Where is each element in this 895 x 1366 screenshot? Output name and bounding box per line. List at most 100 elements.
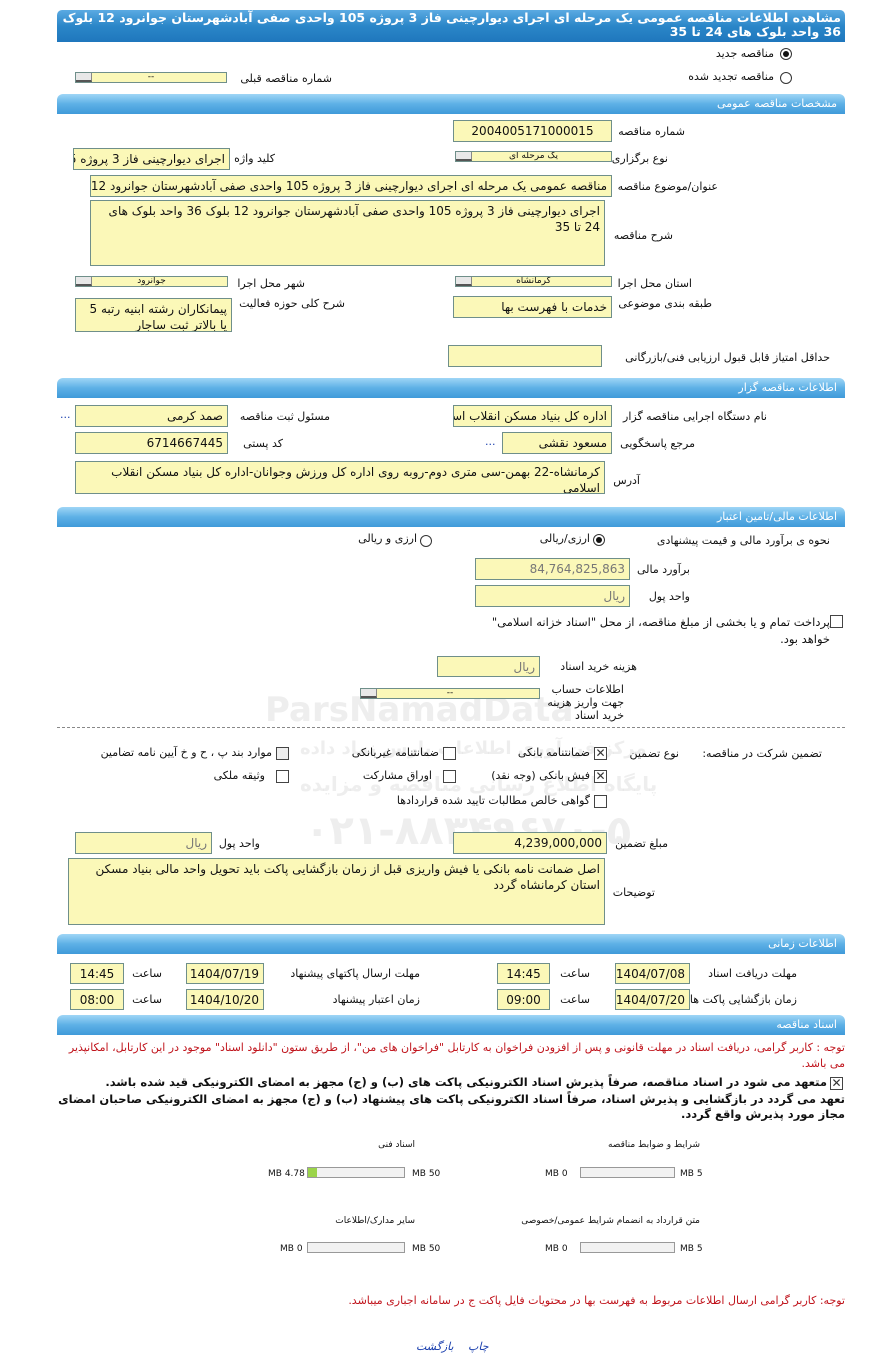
guarantee-notes-field: اصل ضمانت نامه بانکی یا فیش واریزی قبل ا… [68, 858, 605, 925]
new-tender-label: مناقصه جدید [715, 47, 774, 60]
treasury-text: پرداخت تمام و یا بخشی از مبلغ مناقصه، از… [491, 615, 830, 646]
file-label: اسناد فنی [378, 1140, 415, 1150]
doc-fee-field: ریال [437, 656, 540, 677]
holding-type-value: یک مرحله ای [509, 151, 558, 161]
guarantee-option: گواهی خالص مطالبات تایید شده قراردادها [396, 794, 590, 807]
section-organizer: اطلاعات مناقصه گزار [57, 378, 845, 398]
category-label: طبقه بندی موضوعی [618, 297, 712, 310]
currency-field: ریال [475, 585, 630, 607]
time-label: ساعت [132, 993, 162, 1006]
keyword-field: اجرای دیوارچینی فاز 3 پروژه 5 [73, 148, 230, 170]
prev-tender-select[interactable]: -- [75, 72, 227, 83]
tender-number-label: شماره مناقصه [618, 125, 685, 138]
province-value: کرمانشاه [516, 276, 551, 286]
new-tender-radio[interactable] [780, 48, 792, 60]
guarantee-option: موارد بند پ ، ح و خ آیین نامه تضامین [100, 746, 272, 759]
validity-label: زمان اعتبار پیشنهاد [332, 993, 420, 1006]
commitment-2: تعهد می گردد در بازگشایی و پذیرش اسناد، … [58, 1092, 845, 1121]
renewed-tender-radio[interactable] [780, 72, 792, 84]
account-select[interactable]: -- [360, 688, 540, 699]
city-value: جوانرود [137, 276, 166, 286]
opening-time: 09:00 [497, 989, 550, 1010]
opening-date: 1404/07/20 [615, 989, 690, 1010]
reference-field: مسعود نقشی [502, 432, 612, 454]
method-radio-1[interactable] [593, 534, 605, 546]
section-documents: اسناد مناقصه [57, 1015, 845, 1035]
doc-fee-label: هزینه خرید اسناد [560, 660, 637, 673]
guarantee-option: ضمانتنامه غیربانکی [351, 746, 439, 759]
address-label: آدرس [613, 474, 640, 487]
guarantee-type-label: نوع تضمین [629, 747, 679, 760]
file-used: 0 MB [545, 1169, 568, 1179]
file-label: متن قرارداد به انضمام شرایط عمومی/خصوصی [521, 1216, 700, 1226]
guarantee-checkbox[interactable]: ✕ [594, 769, 607, 783]
responsible-more-link[interactable]: ... [60, 408, 71, 421]
doc-deadline-date: 1404/07/08 [615, 963, 690, 984]
description-field: اجرای دیوارچینی فاز 3 پروژه 105 واحدی صف… [90, 200, 605, 266]
guarantee-checkbox[interactable]: ✕ [594, 746, 607, 760]
min-score-label: حداقل امتیاز قابل قبول ارزیابی فنی/بازرگ… [625, 351, 830, 364]
section-general: مشخصات مناقصه عمومی [57, 94, 845, 114]
file-max: 5 MB [680, 1244, 703, 1254]
validity-date: 1404/10/20 [186, 989, 264, 1010]
guarantee-checkbox[interactable] [276, 770, 289, 783]
print-link[interactable]: چاپ [468, 1340, 489, 1353]
doc-deadline-time: 14:45 [497, 963, 550, 984]
city-select[interactable]: جوانرود [75, 276, 228, 287]
guarantee-notes-label: توضیحات [612, 886, 655, 899]
city-label: شهر محل اجرا [237, 277, 305, 290]
guarantee-option: ضمانتنامه بانکی [517, 746, 590, 759]
file-usage-fill [308, 1168, 318, 1177]
doc-deadline-label: مهلت دریافت اسناد [708, 967, 797, 980]
back-link[interactable]: بازگشت [416, 1340, 454, 1353]
method-radio-2[interactable] [420, 535, 432, 547]
dropdown-icon [456, 152, 472, 161]
commitment-checkbox[interactable]: ✕ [830, 1076, 843, 1090]
estimate-field: 84,764,825,863 [475, 558, 630, 580]
guarantee-checkbox[interactable] [443, 747, 456, 760]
renewed-tender-label: مناقصه تجدید شده [688, 70, 774, 83]
reference-more-link[interactable]: ... [485, 435, 496, 448]
activity-field: پیمانکاران رشته ابنیه رتبه 5 یا بالاتر ث… [75, 298, 232, 332]
guarantee-checkbox[interactable] [443, 770, 456, 783]
dropdown-icon [361, 689, 377, 698]
file-max: 5 MB [680, 1169, 703, 1179]
time-label: ساعت [560, 993, 590, 1006]
tender-number-field: 2004005171000015 [453, 120, 612, 142]
section-finance: اطلاعات مالی/تامین اعتبار [57, 507, 845, 527]
responsible-field: صمد کرمی [75, 405, 228, 427]
holding-type-select[interactable]: یک مرحله ای [455, 151, 612, 162]
org-field: اداره کل بنیاد مسکن انقلاب اسلامی [453, 405, 612, 427]
min-score-field[interactable] [448, 345, 602, 367]
divider [57, 727, 845, 728]
guarantee-amount-label: مبلغ تضمین [615, 837, 668, 850]
validity-time: 08:00 [70, 989, 124, 1010]
activity-label: شرح کلی حوزه فعالیت [239, 297, 345, 310]
account-label: اطلاعات حساب جهت واریز هزینه خرید اسناد [547, 683, 624, 722]
guarantee-currency-label: واحد پول [218, 837, 260, 850]
province-select[interactable]: کرمانشاه [455, 276, 612, 287]
submit-deadline-time: 14:45 [70, 963, 124, 984]
guarantee-checkbox[interactable] [594, 795, 607, 808]
page-title: مشاهده اطلاعات مناقصه عمومی یک مرحله ای … [57, 10, 845, 42]
section-timing: اطلاعات زمانی [57, 934, 845, 954]
keyword-label: کلید واژه [234, 152, 275, 165]
currency-label: واحد پول [648, 590, 690, 603]
guarantee-option: اوراق مشارکت [362, 769, 432, 782]
file-used: 4.78 MB [268, 1169, 305, 1179]
account-value: -- [446, 688, 454, 698]
time-label: ساعت [560, 967, 590, 980]
price-list-notice: توجه: کاربر گرامی ارسال اطلاعات مربوط به… [348, 1294, 845, 1307]
subject-field: مناقصه عمومی یک مرحله ای اجرای دیوارچینی… [90, 175, 612, 197]
address-field: کرمانشاه-22 بهمن-سی متری دوم-روبه روی اد… [75, 461, 605, 494]
estimate-method-label: نحوه ی برآورد مالی و قیمت پیشنهادی [656, 534, 830, 547]
dropdown-icon [76, 73, 92, 82]
guarantee-checkbox[interactable] [276, 747, 289, 760]
prev-tender-label: شماره مناقصه قبلی [240, 72, 332, 85]
file-used: 0 MB [280, 1244, 303, 1254]
opening-label: زمان بازگشایی پاکت ها [689, 993, 797, 1006]
treasury-checkbox[interactable] [830, 615, 843, 628]
estimate-label: برآورد مالی [637, 563, 690, 576]
category-field: خدمات با فهرست بها [453, 296, 612, 318]
time-label: ساعت [132, 967, 162, 980]
